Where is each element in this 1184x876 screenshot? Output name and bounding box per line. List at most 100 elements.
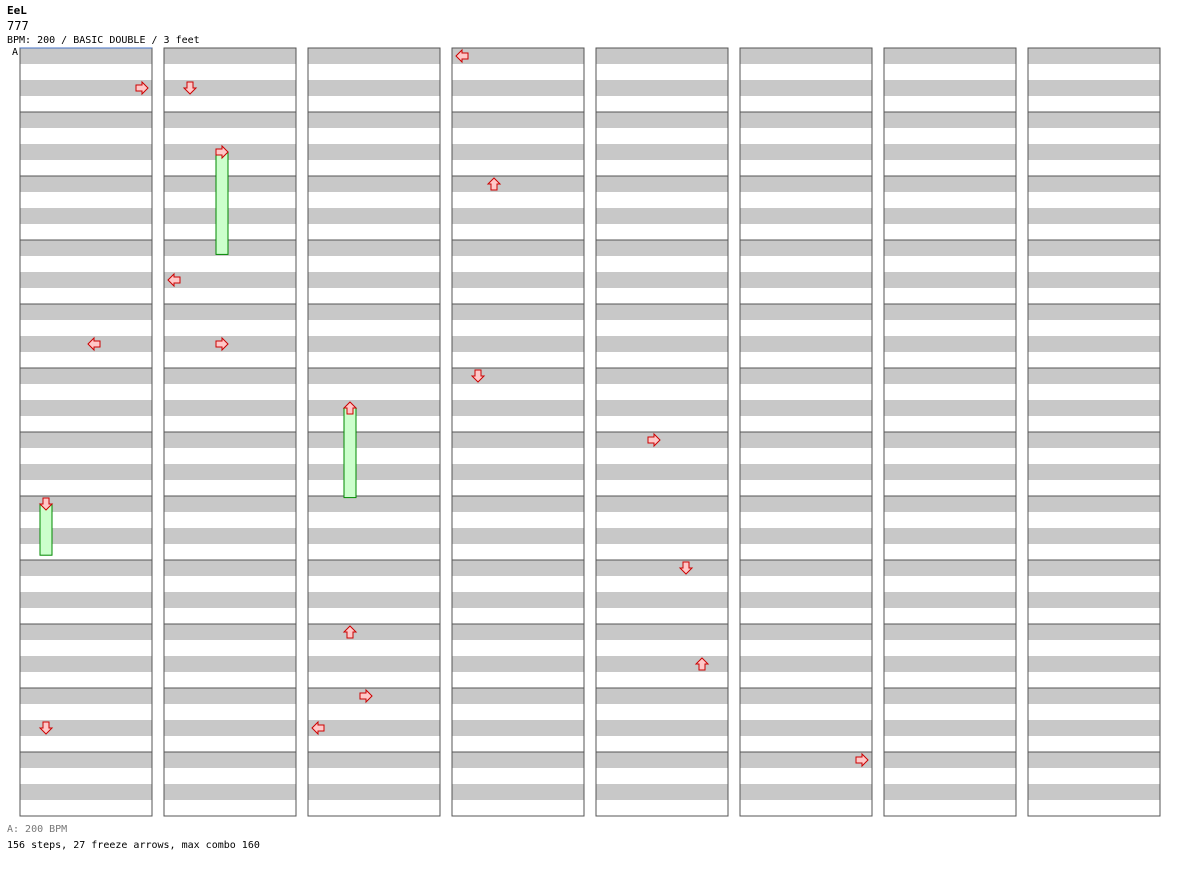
row-stripe xyxy=(308,496,440,512)
row-stripe xyxy=(884,144,1016,160)
row-stripe xyxy=(884,496,1016,512)
row-stripe xyxy=(884,272,1016,288)
row-stripe xyxy=(596,48,728,64)
column-frame xyxy=(307,47,441,817)
row-stripe xyxy=(1028,336,1160,352)
row-stripe xyxy=(164,368,296,384)
row-stripe xyxy=(20,560,152,576)
row-stripe xyxy=(884,336,1016,352)
row-stripe xyxy=(452,368,584,384)
row-stripe xyxy=(308,400,440,416)
row-stripe xyxy=(596,752,728,768)
step-arrow xyxy=(167,272,181,288)
row-stripe xyxy=(164,272,296,288)
row-stripe xyxy=(884,592,1016,608)
step-arrow xyxy=(38,721,54,735)
row-stripe xyxy=(20,432,152,448)
row-stripe xyxy=(164,432,296,448)
row-stripe xyxy=(1028,464,1160,480)
row-stripe xyxy=(452,752,584,768)
row-stripe xyxy=(596,464,728,480)
row-stripe xyxy=(452,80,584,96)
row-stripe xyxy=(20,112,152,128)
row-stripe xyxy=(452,528,584,544)
row-stripe xyxy=(308,208,440,224)
row-stripe xyxy=(884,176,1016,192)
row-stripe xyxy=(164,400,296,416)
row-stripe xyxy=(20,240,152,256)
row-stripe xyxy=(452,560,584,576)
row-stripe xyxy=(164,304,296,320)
column-frame xyxy=(595,47,729,817)
column-frame xyxy=(451,47,585,817)
row-stripe xyxy=(308,784,440,800)
row-stripe xyxy=(1028,48,1160,64)
row-stripe xyxy=(1028,112,1160,128)
row-stripe xyxy=(164,240,296,256)
row-stripe xyxy=(596,240,728,256)
row-stripe xyxy=(884,464,1016,480)
bpm-marker-label: A xyxy=(12,47,19,58)
column-frame xyxy=(883,47,1017,817)
row-stripe xyxy=(308,464,440,480)
step-arrow xyxy=(855,752,869,768)
row-stripe xyxy=(1028,624,1160,640)
row-stripe xyxy=(164,624,296,640)
row-stripe xyxy=(164,656,296,672)
song-title: 777 xyxy=(7,19,29,33)
row-stripe xyxy=(452,48,584,64)
row-stripe xyxy=(20,80,152,96)
row-stripe xyxy=(596,176,728,192)
row-stripe xyxy=(740,368,872,384)
row-stripe xyxy=(164,144,296,160)
row-stripe xyxy=(452,496,584,512)
step-arrow xyxy=(455,48,469,64)
row-stripe xyxy=(164,464,296,480)
row-stripe xyxy=(308,176,440,192)
row-stripe xyxy=(20,336,152,352)
step-arrow xyxy=(694,657,710,671)
row-stripe xyxy=(308,240,440,256)
row-stripe xyxy=(1028,432,1160,448)
row-stripe xyxy=(596,336,728,352)
row-stripe xyxy=(884,656,1016,672)
step-arrow xyxy=(342,625,358,639)
row-stripe xyxy=(740,752,872,768)
row-stripe xyxy=(1028,752,1160,768)
row-stripe xyxy=(596,80,728,96)
column-frame xyxy=(163,47,297,817)
row-stripe xyxy=(308,560,440,576)
row-stripe xyxy=(164,496,296,512)
row-stripe xyxy=(1028,784,1160,800)
step-arrow xyxy=(87,336,101,352)
row-stripe xyxy=(1028,496,1160,512)
row-stripe xyxy=(452,336,584,352)
row-stripe xyxy=(1028,240,1160,256)
row-stripe xyxy=(1028,272,1160,288)
step-arrow xyxy=(215,336,229,352)
row-stripe xyxy=(596,208,728,224)
row-stripe xyxy=(740,272,872,288)
row-stripe xyxy=(740,112,872,128)
row-stripe xyxy=(308,304,440,320)
row-stripe xyxy=(452,144,584,160)
step-chart xyxy=(19,47,1161,817)
row-stripe xyxy=(452,176,584,192)
row-stripe xyxy=(596,112,728,128)
row-stripe xyxy=(20,784,152,800)
row-stripe xyxy=(884,400,1016,416)
row-stripe xyxy=(884,784,1016,800)
row-stripe xyxy=(1028,400,1160,416)
row-stripe xyxy=(596,784,728,800)
row-stripe xyxy=(596,720,728,736)
row-stripe xyxy=(884,560,1016,576)
row-stripe xyxy=(740,432,872,448)
row-stripe xyxy=(740,304,872,320)
row-stripe xyxy=(20,496,152,512)
row-stripe xyxy=(884,80,1016,96)
row-stripe xyxy=(884,688,1016,704)
step-arrow xyxy=(359,688,373,704)
row-stripe xyxy=(740,496,872,512)
row-stripe xyxy=(1028,304,1160,320)
row-stripe xyxy=(452,304,584,320)
